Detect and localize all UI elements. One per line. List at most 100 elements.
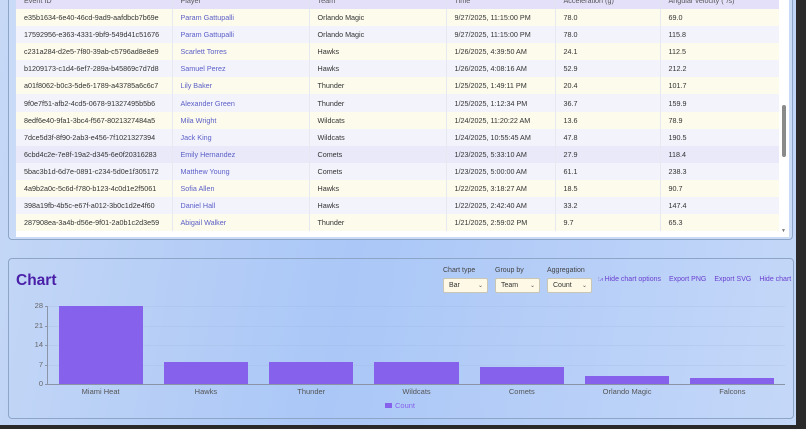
grid-line (48, 345, 785, 346)
aggregation-label: Aggregation (547, 267, 585, 274)
cell-player-link[interactable]: Param Gattupalli (172, 9, 310, 27)
column-header-event-id[interactable]: Event ID (16, 0, 173, 9)
column-header-team[interactable]: Team (309, 0, 447, 9)
cell-team: Comets (309, 145, 447, 163)
cell-accel: 13.6 (555, 111, 661, 129)
cell-accel: 52.9 (555, 60, 661, 78)
cell-player-link[interactable]: Samuel Perez (172, 60, 310, 78)
table-row[interactable]: b1209173-c1d4-6ef7-289a-b45869c7d7d8 Samu… (16, 60, 780, 78)
scrollbar-thumb[interactable] (782, 105, 786, 157)
group-by-label: Group by (495, 267, 524, 274)
cell-player-link[interactable]: Param Gattupalli (172, 26, 310, 44)
cell-team: Orlando Magic (309, 9, 447, 27)
group-by-control: Group by Team ⌄ (495, 267, 540, 293)
table-row[interactable]: 5bac3b1d-6d7e-0891-c234-5d0e1f305172 Matt… (16, 162, 780, 180)
cell-angvel: 212.2 (660, 60, 780, 78)
cell-player-link[interactable]: Scarlett Torres (172, 43, 310, 61)
export-png-link[interactable]: Export PNG (668, 276, 707, 283)
cell-id: 287908ea-3a4b-d56e-9f01-2a0b1c2d3e59 (16, 214, 173, 232)
bar-miami-heat[interactable] (58, 306, 143, 384)
table-row[interactable]: c231a284-d2e5-7f80-39ab-c5796ad8e8e9 Scar… (16, 43, 780, 61)
table-row[interactable]: 7dce5d3f-8f90-2ab3-e456-7f1021327394 Jack… (16, 128, 780, 146)
cell-accel: 78.0 (555, 26, 661, 44)
cell-team: Comets (309, 162, 447, 180)
table-row[interactable]: 398a19fb-4b5c-e67f-a012-3b0c1d2e4f60 Dani… (16, 197, 780, 215)
bar-hawks[interactable] (163, 361, 249, 384)
cell-angvel: 147.4 (660, 197, 780, 215)
cell-team: Hawks (309, 43, 447, 61)
cell-time: 1/22/2025, 3:18:27 AM (446, 179, 556, 198)
cell-player-link[interactable]: Alexander Green (172, 94, 310, 112)
window-edge-bottom (0, 425, 806, 429)
cell-time: 1/26/2025, 4:08:16 AM (446, 60, 556, 78)
cell-player-link[interactable]: Mila Wright (172, 111, 310, 129)
cell-time: 1/22/2025, 2:42:40 AM (446, 197, 556, 215)
cell-player-link[interactable]: Matthew Young (172, 162, 310, 180)
column-header-time[interactable]: Time (446, 0, 556, 9)
cell-accel: 61.1 (555, 162, 661, 180)
table-row[interactable]: 9f0e7f51-afb2-4cd5-0678-91327495b5b6 Alex… (16, 94, 780, 112)
table-row[interactable]: 287908ea-3a4b-d56e-9f01-2a0b1c2d3e59 Abig… (16, 214, 780, 232)
cell-team: Wildcats (309, 111, 447, 129)
cell-player-link[interactable]: Daniel Hall (172, 197, 310, 215)
scroll-down-arrow-icon[interactable]: ▼ (781, 228, 786, 234)
cell-angvel: 101.7 (660, 77, 780, 95)
table-scrollbar[interactable]: ▼ (779, 0, 789, 237)
cell-time: 1/23/2025, 5:00:00 AM (446, 162, 556, 180)
cell-id: 7dce5d3f-8f90-2ab3-e456-7f1021327394 (16, 128, 173, 146)
column-header-angular-velocity[interactable]: Angular velocity (°/s) (660, 0, 780, 9)
table-row[interactable]: 17592956-e363-4331-9bf9-549d41c51676 Para… (16, 26, 780, 44)
cell-time: 1/25/2025, 1:49:11 PM (446, 77, 556, 95)
bar-wildcats[interactable] (374, 361, 459, 384)
table-row[interactable]: 8edf6e40-9fa1-3bc4-f567-8021327484a5 Mila… (16, 111, 780, 129)
column-header-player[interactable]: Player (172, 0, 310, 9)
table-row[interactable]: 6cbd4c2e-7e8f-19a2-d345-6e0f20316283 Emil… (16, 145, 780, 163)
cell-time: 1/24/2025, 11:20:22 AM (446, 111, 556, 129)
cell-accel: 9.7 (555, 214, 661, 232)
bar-falcons[interactable] (690, 378, 775, 384)
cell-player-link[interactable]: Emily Hernandez (172, 145, 310, 163)
data-table-card: Event ID Player Team Time Acceleration (… (8, 0, 793, 240)
bar-thunder[interactable] (269, 361, 354, 384)
bar-comets[interactable] (479, 367, 564, 384)
cell-accel: 18.5 (555, 179, 661, 198)
cell-accel: 20.4 (555, 77, 661, 95)
table-row[interactable]: a01f8062-b0c3-5de6-1789-a43785a6c6c7 Lily… (16, 77, 780, 95)
chart-actions: ⫶⩘ Hide chart options Export PNG Export … (598, 276, 791, 284)
bar-orlando-magic[interactable] (584, 375, 670, 384)
group-by-select[interactable]: Team ⌄ (495, 278, 540, 293)
window-edge (796, 0, 806, 429)
aggregation-select[interactable]: Count ⌄ (547, 278, 592, 293)
x-tick-label: Hawks (194, 387, 218, 396)
chart-legend[interactable]: Count (385, 401, 415, 410)
export-svg-link[interactable]: Export SVG (714, 276, 752, 283)
cell-angvel: 159.9 (660, 94, 780, 112)
chart-title: Chart (16, 272, 57, 289)
cell-id: 4a9b2a0c-5c6d-f780-b123-4c0d1e2f5061 (16, 179, 173, 198)
hide-chart-options-link[interactable]: ⫶⩘ Hide chart options (598, 276, 661, 284)
chevron-down-icon: ⌄ (477, 283, 483, 289)
column-header-acceleration[interactable]: Acceleration (g) (555, 0, 661, 9)
cell-player-link[interactable]: Abigail Walker (172, 214, 310, 232)
cell-accel: 47.8 (555, 128, 661, 146)
cell-id: b1209173-c1d4-6ef7-289a-b45869c7d7d8 (16, 60, 173, 78)
table-row[interactable]: e35b1634-6e40-46cd-9ad9-aafdbcb7b69e Para… (16, 9, 780, 27)
cell-team: Hawks (309, 179, 447, 198)
table-header-row: Event ID Player Team Time Acceleration (… (16, 0, 780, 9)
aggregation-control: Aggregation Count ⌄ (547, 267, 592, 293)
y-tick-mark (45, 325, 48, 327)
cell-team: Hawks (309, 197, 447, 215)
cell-team: Thunder (309, 77, 447, 95)
cell-id: 17592956-e363-4331-9bf9-549d41c51676 (16, 26, 173, 44)
table-row[interactable]: 4a9b2a0c-5c6d-f780-b123-4c0d1e2f5061 Sofi… (16, 179, 780, 198)
table-scroll-area[interactable]: Event ID Player Team Time Acceleration (… (16, 0, 789, 237)
cell-player-link[interactable]: Jack King (172, 128, 310, 146)
y-tick-label: 7 (38, 359, 43, 369)
cell-player-link[interactable]: Sofia Allen (172, 179, 310, 198)
cell-id: 398a19fb-4b5c-e67f-a012-3b0c1d2e4f60 (16, 197, 173, 215)
hide-chart-link[interactable]: Hide chart (759, 276, 792, 283)
y-tick-label: 21 (34, 320, 43, 330)
chart-type-select[interactable]: Bar ⌄ (443, 278, 488, 293)
x-tick-label: Comets (508, 387, 535, 396)
cell-player-link[interactable]: Lily Baker (172, 77, 310, 95)
